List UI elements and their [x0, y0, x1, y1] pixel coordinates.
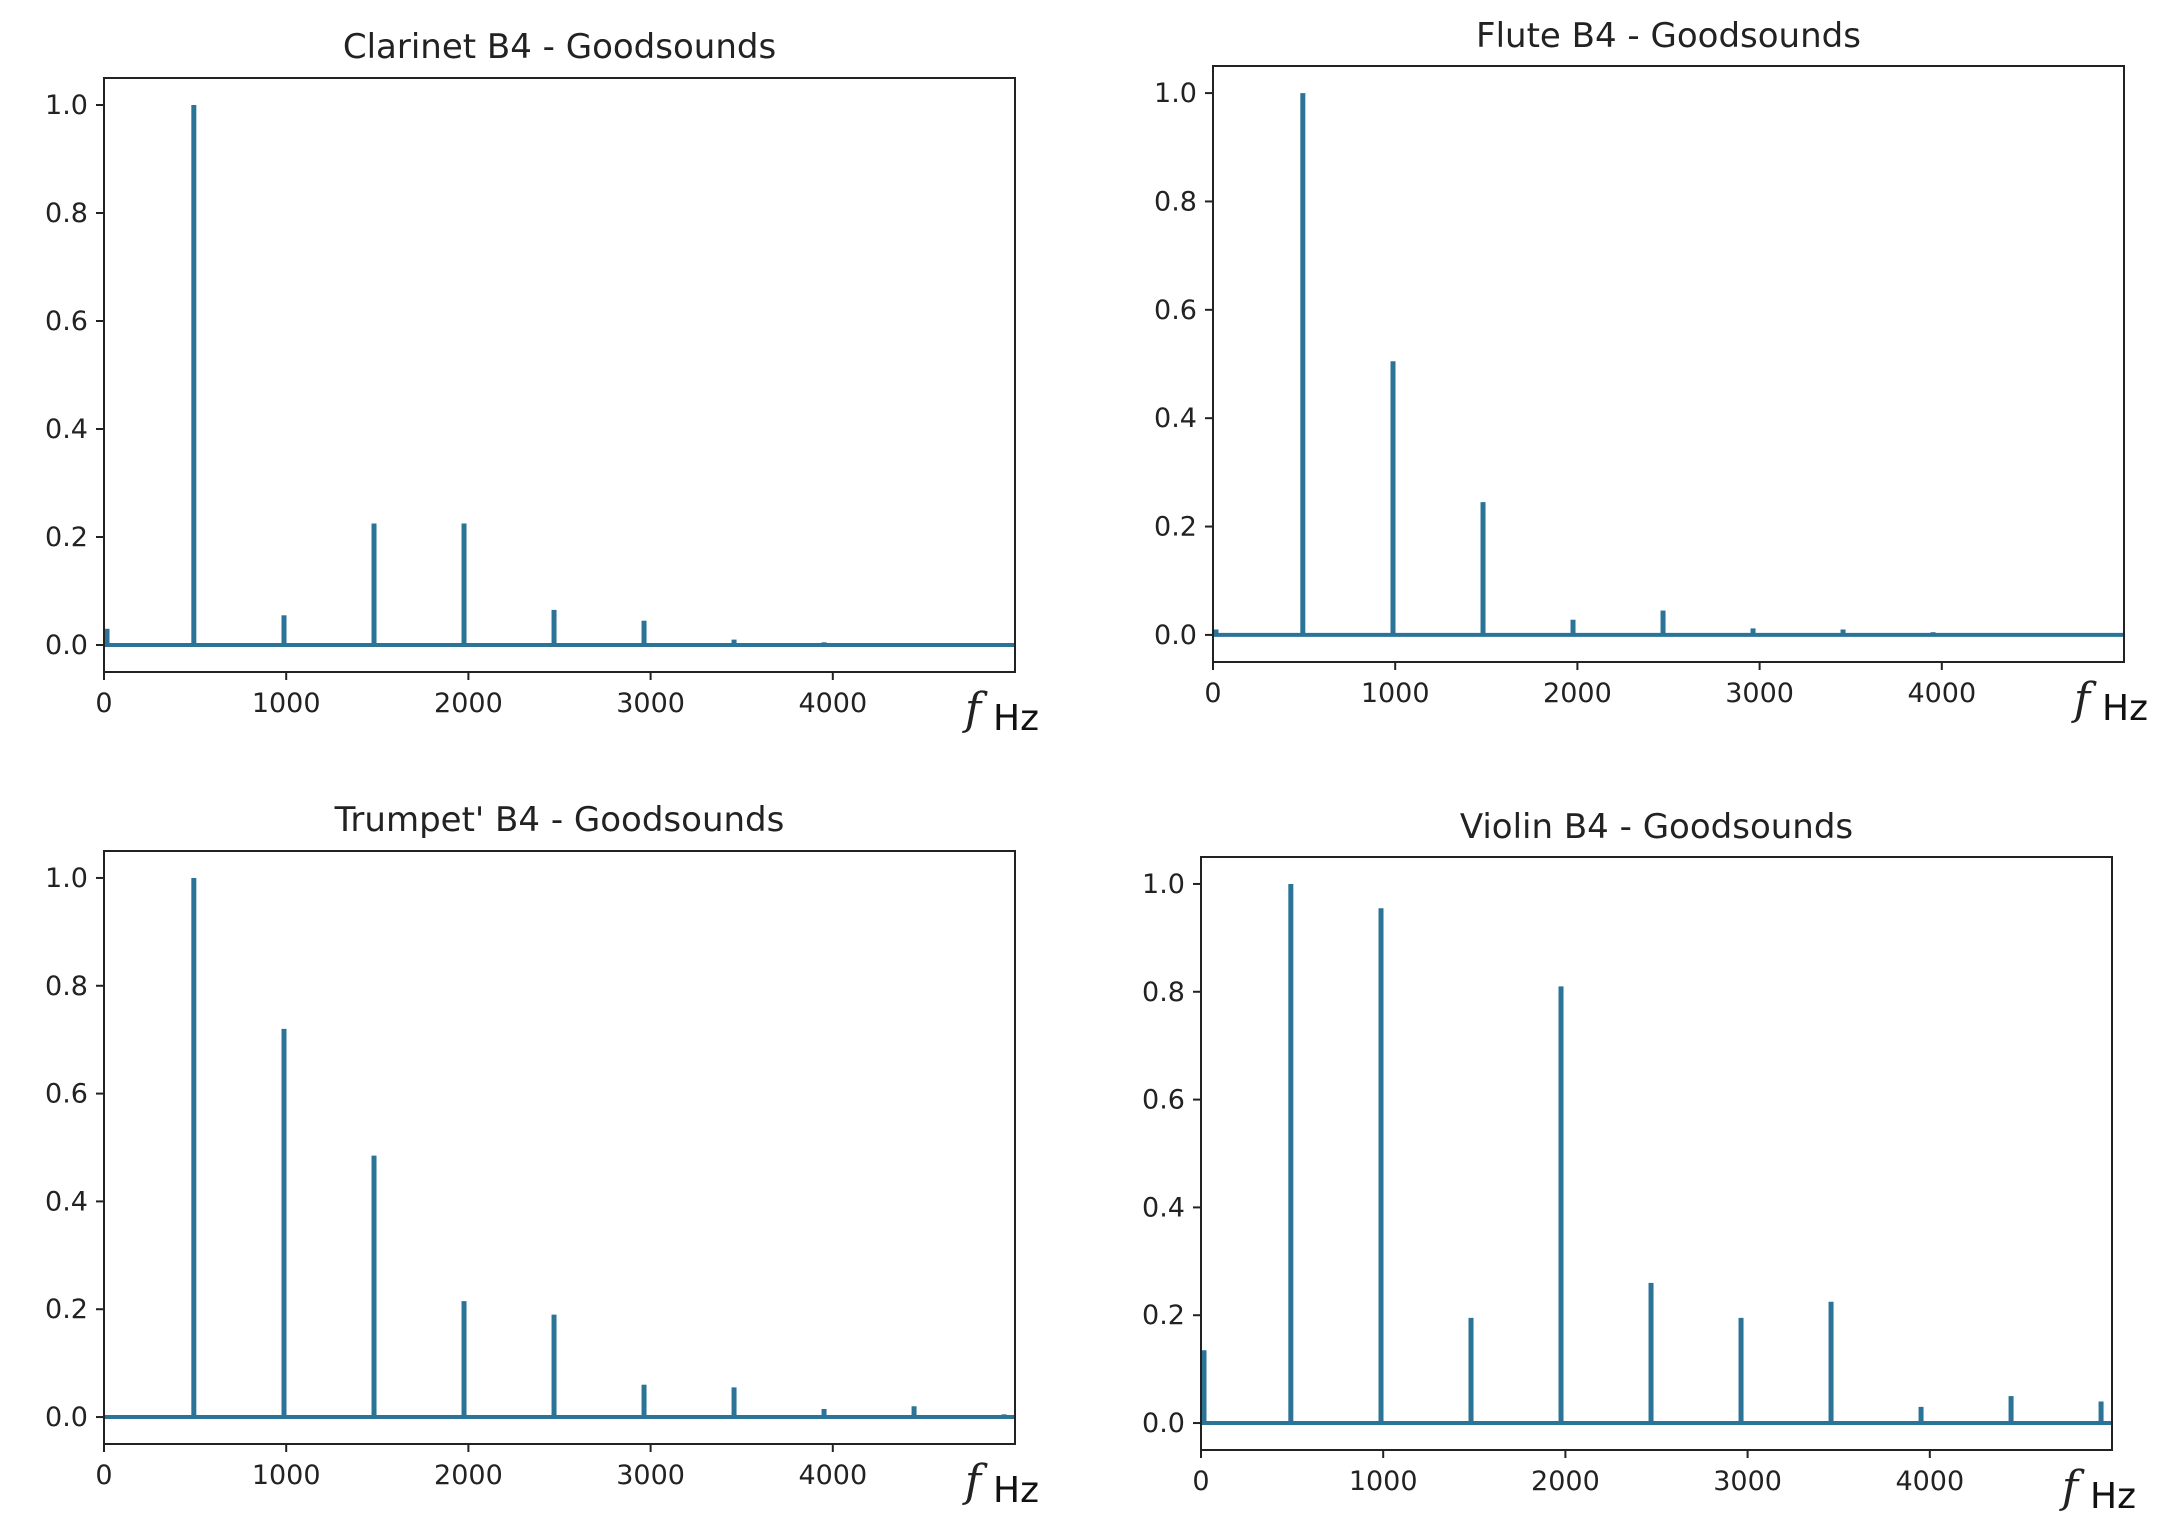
- trumpet-chart: Trumpet' B4 - Goodsounds 0.0 0.2 0.4 0.6 0.8 1…: [45, 800, 1039, 1511]
- y-tick-label: 1.0: [1142, 869, 1185, 900]
- chart-title: Trumpet' B4 - Goodsounds: [334, 800, 785, 840]
- y-tick-label: 0.2: [1142, 1300, 1185, 1331]
- x-tick-label: 4000: [1895, 1466, 1964, 1497]
- x-tick-label: 4000: [1907, 678, 1976, 709]
- x-tick-label: 2000: [1531, 1466, 1600, 1497]
- x-axis-unit: Hz: [2102, 688, 2148, 729]
- y-tick-label: 0.2: [1154, 512, 1197, 543]
- x-tick-label: 2000: [1543, 678, 1612, 709]
- x-tick-label: 1000: [1349, 1466, 1418, 1497]
- x-tick-label: 3000: [1713, 1466, 1782, 1497]
- x-axis-symbol: f: [2071, 674, 2097, 725]
- y-tick-label: 0.0: [1154, 620, 1197, 651]
- y-tick-label: 0.0: [45, 630, 88, 661]
- x-tick-label: 1000: [1361, 678, 1430, 709]
- y-tick-label: 1.0: [1154, 78, 1197, 109]
- clarinet-chart: Clarinet B4 - Goodsounds 0.0 0.2 0.4 0.6 0.8 1…: [45, 27, 1039, 739]
- y-tick-label: 1.0: [45, 863, 88, 894]
- y-tick-label: 0.6: [45, 1079, 88, 1110]
- y-tick-label: 0.4: [1142, 1192, 1185, 1223]
- x-tick-label: 4000: [798, 1460, 867, 1491]
- y-tick-label: 0.0: [45, 1402, 88, 1433]
- plot-frame: [1212, 65, 2125, 663]
- y-tick-label: 0.2: [45, 522, 88, 553]
- x-tick-label: 1000: [252, 1460, 321, 1491]
- plot-frame: [103, 850, 1016, 1445]
- y-tick-label: 0.8: [45, 971, 88, 1002]
- chart-title: Violin B4 - Goodsounds: [1460, 807, 1853, 847]
- x-tick-label: 2000: [434, 1460, 503, 1491]
- y-tick-label: 0.8: [1142, 977, 1185, 1008]
- violin-chart: Violin B4 - Goodsounds 0.0 0.2 0.4 0.6 0.8 1.0…: [1142, 807, 2136, 1517]
- x-tick-label: 3000: [616, 1460, 685, 1491]
- y-tick-label: 0.6: [45, 306, 88, 337]
- y-tick-label: 0.8: [45, 198, 88, 229]
- chart-title: Clarinet B4 - Goodsounds: [343, 27, 776, 67]
- x-tick-label: 3000: [1725, 678, 1794, 709]
- x-tick-label: 3000: [616, 688, 685, 719]
- x-axis-symbol: f: [2059, 1462, 2085, 1513]
- y-tick-label: 0.8: [1154, 186, 1197, 217]
- y-tick-label: 0.4: [45, 414, 88, 445]
- x-axis-unit: Hz: [2090, 1476, 2136, 1517]
- plot-frame: [1200, 856, 2113, 1451]
- x-axis-unit: Hz: [993, 698, 1039, 739]
- y-tick-label: 0.2: [45, 1294, 88, 1325]
- flute-chart: Flute B4 - Goodsounds 0.0 0.2 0.4 0.6 0.8 1.0 0…: [1154, 16, 2148, 729]
- x-tick-label: 0: [1204, 678, 1221, 709]
- y-tick-label: 0.6: [1154, 295, 1197, 326]
- plot-frame: [103, 77, 1016, 673]
- y-tick-label: 0.6: [1142, 1085, 1185, 1116]
- x-tick-label: 0: [95, 688, 112, 719]
- y-tick-label: 0.4: [1154, 403, 1197, 434]
- x-tick-label: 0: [95, 1460, 112, 1491]
- x-axis-symbol: f: [962, 684, 988, 735]
- x-tick-label: 0: [1192, 1466, 1209, 1497]
- chart-title: Flute B4 - Goodsounds: [1476, 16, 1861, 56]
- y-tick-label: 0.4: [45, 1186, 88, 1217]
- y-tick-label: 0.0: [1142, 1408, 1185, 1439]
- x-axis-unit: Hz: [993, 1470, 1039, 1511]
- x-tick-label: 4000: [798, 688, 867, 719]
- x-tick-label: 1000: [252, 688, 321, 719]
- x-axis-symbol: f: [962, 1456, 988, 1507]
- y-tick-label: 1.0: [45, 90, 88, 121]
- x-tick-label: 2000: [434, 688, 503, 719]
